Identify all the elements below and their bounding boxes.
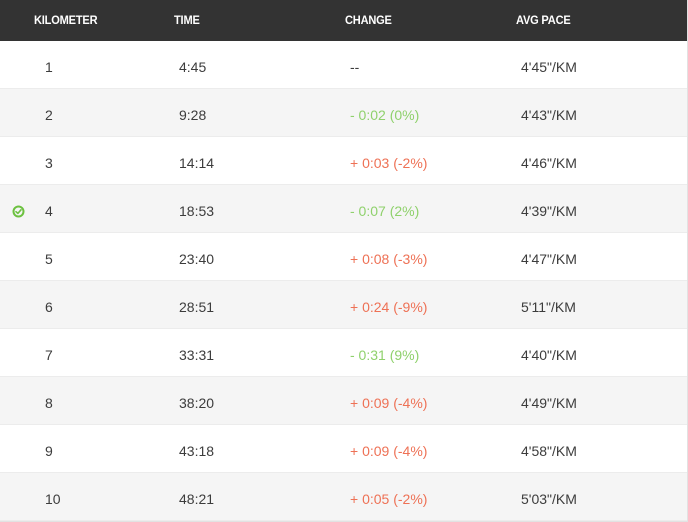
avg-pace-cell: 4'58"/KM (521, 443, 577, 459)
kilometer-cell: 1 (45, 59, 53, 75)
time-cell: 4:45 (179, 59, 207, 75)
table-row[interactable]: 5 23:40 + 0:08 (-3%) 4'47"/KM (0, 233, 687, 281)
change-cell: + 0:08 (-3%) (350, 251, 428, 267)
time-cell: 38:20 (179, 395, 215, 411)
change-cell: + 0:03 (-2%) (350, 155, 428, 171)
table-row[interactable]: 4 18:53 - 0:07 (2%) 4'39"/KM (0, 185, 687, 233)
change-cell: - 0:07 (2%) (350, 203, 420, 219)
time-cell: 48:21 (179, 491, 215, 507)
table-row[interactable]: 3 14:14 + 0:03 (-2%) 4'46"/KM (0, 137, 687, 185)
kilometer-cell: 8 (45, 395, 53, 411)
change-cell: + 0:09 (-4%) (350, 395, 428, 411)
avg-pace-cell: 4'46"/KM (521, 155, 577, 171)
time-cell: 14:14 (179, 155, 215, 171)
change-cell: -- (350, 59, 360, 75)
avg-pace-cell: 4'49"/KM (521, 395, 577, 411)
kilometer-cell: 7 (45, 347, 53, 363)
kilometer-cell: 9 (45, 443, 53, 459)
avg-pace-cell: 4'39"/KM (521, 203, 577, 219)
kilometer-cell: 10 (45, 491, 61, 507)
avg-pace-cell: 5'11"/KM (521, 299, 576, 315)
change-cell: - 0:31 (9%) (350, 347, 420, 363)
time-cell: 33:31 (179, 347, 215, 363)
time-cell: 28:51 (179, 299, 215, 315)
table-body: 1 4:45 -- 4'45"/KM 2 9:28 - 0:02 (0%) 4'… (0, 41, 687, 521)
kilometer-cell: 2 (45, 107, 53, 123)
table-header: KILOMETER TIME CHANGE AVG PACE (0, 0, 687, 41)
table-row[interactable]: 6 28:51 + 0:24 (-9%) 5'11"/KM (0, 281, 687, 329)
change-cell: - 0:02 (0%) (350, 107, 420, 123)
kilometer-cell: 4 (45, 203, 53, 219)
change-cell: + 0:09 (-4%) (350, 443, 428, 459)
table-row[interactable]: 2 9:28 - 0:02 (0%) 4'43"/KM (0, 89, 687, 137)
time-cell: 9:28 (179, 107, 207, 123)
check-circle-icon (12, 205, 25, 218)
time-cell: 43:18 (179, 443, 215, 459)
change-cell: + 0:24 (-9%) (350, 299, 428, 315)
avg-pace-cell: 4'40"/KM (521, 347, 577, 363)
header-avg-pace[interactable]: AVG PACE (516, 13, 571, 27)
header-kilometer[interactable]: KILOMETER (34, 13, 98, 27)
header-time[interactable]: TIME (174, 13, 200, 27)
avg-pace-cell: 4'47"/KM (521, 251, 577, 267)
kilometer-cell: 3 (45, 155, 53, 171)
avg-pace-cell: 4'43"/KM (521, 107, 577, 123)
table-row[interactable]: 8 38:20 + 0:09 (-4%) 4'49"/KM (0, 377, 687, 425)
kilometer-cell: 6 (45, 299, 53, 315)
avg-pace-cell: 5'03"/KM (521, 491, 577, 507)
avg-pace-cell: 4'45"/KM (521, 59, 577, 75)
time-cell: 23:40 (179, 251, 215, 267)
table-row[interactable]: 10 48:21 + 0:05 (-2%) 5'03"/KM (0, 473, 687, 521)
table-row[interactable]: 1 4:45 -- 4'45"/KM (0, 41, 687, 89)
kilometer-cell: 5 (45, 251, 53, 267)
table-row[interactable]: 7 33:31 - 0:31 (9%) 4'40"/KM (0, 329, 687, 377)
header-change[interactable]: CHANGE (345, 13, 392, 27)
change-cell: + 0:05 (-2%) (350, 491, 428, 507)
table-row[interactable]: 9 43:18 + 0:09 (-4%) 4'58"/KM (0, 425, 687, 473)
time-cell: 18:53 (179, 203, 215, 219)
